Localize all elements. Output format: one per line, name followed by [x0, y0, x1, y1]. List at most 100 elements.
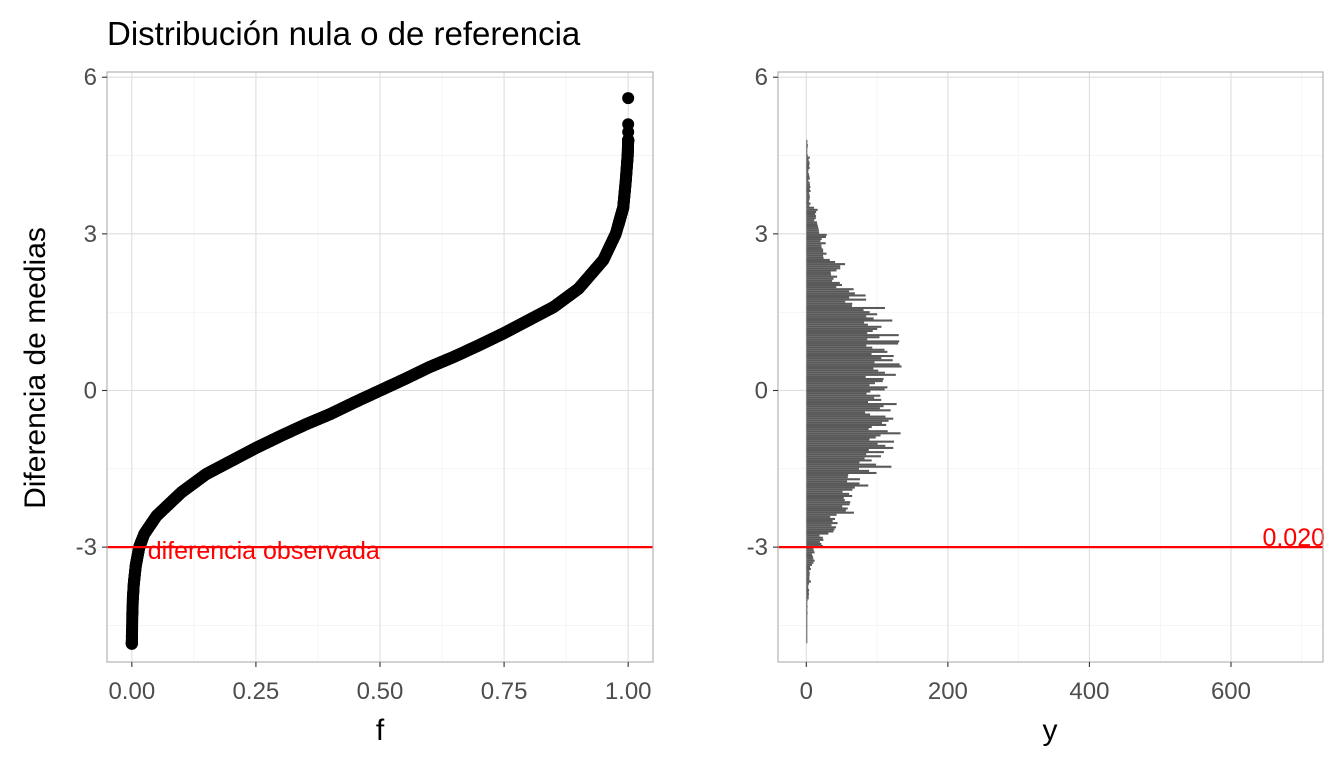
- histogram-bar: [806, 139, 808, 142]
- histogram-bar: [806, 595, 809, 598]
- histogram-bar: [806, 388, 885, 391]
- histogram-bar: [806, 317, 874, 320]
- histogram-bar: [806, 196, 810, 199]
- histogram-bar: [806, 630, 808, 633]
- histogram-bar: [806, 588, 810, 591]
- histogram-bar: [806, 208, 818, 211]
- histogram-bar: [806, 384, 870, 387]
- histogram-bar: [806, 528, 835, 531]
- histogram-bar: [806, 148, 808, 151]
- histogram-bar: [806, 494, 853, 498]
- histogram-bar: [806, 540, 820, 543]
- x-tick-label: 0: [800, 678, 813, 705]
- histogram-bar: [806, 484, 869, 487]
- histogram-bar: [806, 578, 810, 581]
- histogram-bar: [806, 626, 808, 629]
- histogram-bar: [806, 342, 899, 345]
- histogram-bar: [806, 357, 882, 360]
- histogram-bar: [806, 469, 870, 472]
- histogram-bar: [806, 290, 850, 293]
- histogram-bar: [806, 225, 818, 228]
- histogram-bar: [806, 634, 808, 637]
- histogram-bar: [806, 430, 888, 433]
- histogram-bar: [806, 580, 811, 583]
- histogram-bar: [806, 453, 867, 456]
- histogram-bar: [806, 187, 810, 190]
- histogram-bar: [806, 593, 809, 596]
- histogram-bar: [806, 601, 808, 604]
- histogram-bar: [806, 511, 854, 514]
- x-tick-label: 600: [1211, 678, 1251, 705]
- histogram-bar: [806, 480, 848, 483]
- histogram-bar: [806, 354, 894, 358]
- histogram-bar: [806, 461, 860, 464]
- histogram-bar: [806, 482, 860, 485]
- histogram-bar: [806, 185, 811, 188]
- histogram-bar: [806, 611, 808, 614]
- histogram-bar: [806, 279, 833, 282]
- reference-line-label: diferencia observada: [148, 537, 380, 565]
- histogram-bar: [806, 597, 809, 600]
- histogram-bar: [806, 618, 808, 621]
- histogram-bar: [806, 632, 808, 635]
- histogram-bar: [806, 486, 855, 489]
- histogram-bar: [806, 311, 870, 314]
- y-tick-label: 3: [84, 221, 97, 248]
- histogram-bar: [806, 530, 834, 533]
- histogram-bar: [806, 177, 810, 180]
- histogram-bar: [806, 361, 875, 364]
- y-tick-label: 0: [84, 377, 97, 404]
- histogram-bar: [806, 636, 808, 640]
- histogram-bar: [806, 190, 811, 193]
- histogram-bar: [806, 432, 901, 435]
- x-tick-label: 1.00: [605, 678, 652, 705]
- histogram-bar: [806, 223, 818, 226]
- histogram-bar: [806, 413, 871, 416]
- histogram-bar: [806, 563, 812, 566]
- histogram-bar: [806, 238, 822, 241]
- histogram-bar: [806, 444, 886, 447]
- histogram-bar: [806, 392, 867, 395]
- histogram-bar: [806, 620, 808, 623]
- histogram-bar: [806, 524, 832, 527]
- histogram-bar: [806, 505, 843, 508]
- histogram-bar: [806, 570, 810, 573]
- histogram-bar: [806, 302, 853, 305]
- histogram-bar: [806, 212, 816, 216]
- histogram-bar: [806, 227, 819, 230]
- x-tick-label: 400: [1069, 678, 1109, 705]
- histogram-bar: [806, 557, 814, 560]
- histogram-bar: [806, 457, 865, 460]
- histogram-bar: [806, 267, 841, 270]
- right-panel-histogram: 0.020 0 200 400 600 -3 0 3 6: [747, 64, 1325, 705]
- histogram-bar: [806, 265, 841, 268]
- y-tick-label: -3: [747, 534, 768, 561]
- histogram-bar: [806, 382, 875, 385]
- histogram-bar: [806, 194, 810, 197]
- histogram-bar: [806, 396, 875, 399]
- histogram-bar: [806, 390, 871, 393]
- histogram-bar: [806, 446, 894, 449]
- histogram-bar: [806, 219, 815, 222]
- histogram-bar: [806, 377, 884, 381]
- histogram-bar: [806, 273, 832, 276]
- histogram-bar: [806, 551, 815, 554]
- histogram-bar: [806, 160, 810, 163]
- histogram-bar: [806, 549, 814, 552]
- histogram-bar: [806, 252, 827, 255]
- histogram-bar: [806, 198, 810, 201]
- histogram-bar: [806, 246, 822, 249]
- histogram-bar: [806, 561, 814, 564]
- histogram-bar: [806, 146, 808, 149]
- histogram-bar: [806, 321, 865, 324]
- histogram-bar: [806, 206, 815, 209]
- histogram-bar: [806, 288, 854, 291]
- histogram-bar: [806, 471, 877, 475]
- histogram-bar: [806, 476, 848, 479]
- histogram-bar: [806, 294, 866, 297]
- histogram-bar: [806, 622, 808, 625]
- histogram-bar: [806, 340, 900, 343]
- histogram-bar: [806, 327, 878, 330]
- histogram-bar: [806, 499, 845, 502]
